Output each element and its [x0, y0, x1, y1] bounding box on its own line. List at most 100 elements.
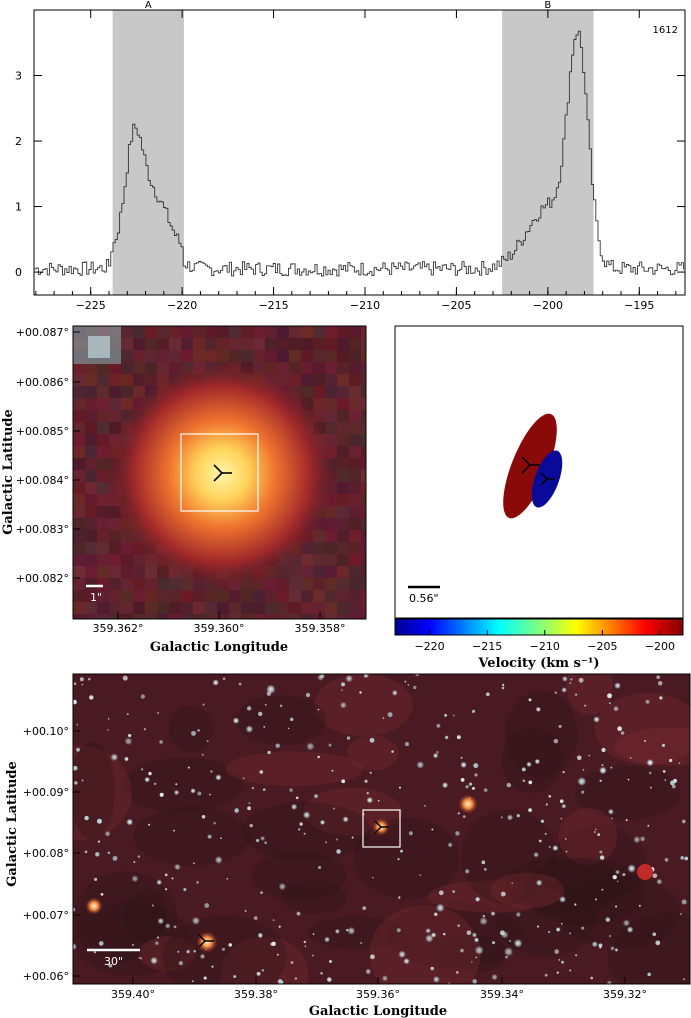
zoom-pixel	[361, 386, 366, 398]
zoom-pixel	[73, 446, 85, 458]
wide-star	[242, 777, 245, 780]
wide-x-tick-label: 359.34°	[480, 988, 524, 1001]
wide-star	[609, 934, 612, 937]
wide-star	[342, 816, 349, 823]
zoom-pixel	[85, 614, 97, 619]
zoom-pixel	[337, 506, 349, 518]
zoom-pixel	[97, 566, 109, 578]
zoom-pixel	[277, 602, 289, 614]
wide-nebula-patch	[501, 727, 562, 793]
wide-star	[107, 718, 110, 720]
wide-star	[590, 976, 594, 980]
wide-star	[544, 973, 548, 977]
zoom-pixel	[313, 374, 325, 386]
wide-star	[280, 980, 284, 984]
wide-star	[191, 980, 194, 983]
wide-star	[455, 831, 460, 836]
zoom-maser-marker-icon	[213, 464, 232, 482]
wide-star	[506, 782, 512, 788]
wide-star	[509, 940, 511, 942]
wide-star	[294, 977, 298, 980]
zoom-pixel	[313, 350, 325, 362]
wide-star	[559, 799, 564, 804]
wide-nebula-patch	[550, 825, 647, 902]
zoom-pixel	[121, 566, 133, 578]
wide-star	[288, 787, 294, 793]
wide-star	[258, 711, 263, 717]
spectrum-x-tick-label: −195	[624, 299, 654, 312]
wide-star	[360, 942, 362, 944]
zoom-pixel	[265, 338, 277, 350]
wide-star	[193, 862, 195, 865]
zoom-pixel	[121, 578, 133, 590]
colorbar-tick-label: −215	[472, 640, 502, 653]
zoom-pixel	[325, 338, 337, 350]
wide-star	[441, 781, 449, 789]
wide-star	[107, 851, 111, 855]
spectrum-x-tick-label: −205	[441, 299, 471, 312]
wide-star	[577, 776, 587, 787]
zoom-pixel	[205, 338, 217, 350]
zoom-pixel	[97, 590, 109, 602]
wide-star	[377, 799, 380, 802]
zoom-pixel	[193, 602, 205, 614]
wide-star	[671, 784, 676, 789]
wide-star	[317, 755, 320, 759]
zoom-pixel	[73, 374, 85, 386]
wide-star	[202, 703, 205, 706]
wide-star	[221, 947, 225, 951]
wide-y-tick-label: +00.09°	[23, 786, 69, 799]
wide-nebula-patch	[73, 871, 177, 961]
zoom-pixel	[325, 362, 337, 374]
spectrum-frame	[33, 9, 686, 296]
wide-star	[607, 693, 612, 699]
wide-star	[560, 922, 563, 925]
wide-star	[325, 841, 328, 844]
wide-star	[578, 677, 584, 683]
zoom-pixel	[73, 434, 85, 446]
zoom-y-ticks: +00.087° +00.086° +00.085° +00.084° +00.083°…	[16, 326, 80, 585]
colorbar-tick-label: −205	[587, 640, 617, 653]
zoom-pixel	[121, 374, 133, 386]
wide-star	[140, 694, 146, 699]
zoom-pixel	[109, 566, 121, 578]
zoom-x-axis-label: Galactic Longitude	[150, 640, 288, 655]
zoom-pixel	[157, 326, 169, 338]
zoom-pixel	[85, 422, 97, 434]
wide-star	[213, 822, 216, 825]
zoom-pixel	[217, 602, 229, 614]
wide-star	[413, 685, 417, 690]
wide-star	[201, 814, 206, 819]
wide-y-axis-label: Galactic Latitude	[5, 761, 20, 887]
wide-star	[341, 682, 346, 687]
wide-star	[220, 837, 222, 840]
zoom-pixel	[325, 398, 337, 410]
zoom-pixel	[301, 338, 313, 350]
zoom-pixel	[193, 590, 205, 602]
wide-star	[177, 950, 180, 953]
wide-star	[483, 787, 489, 793]
zoom-pixel	[241, 590, 253, 602]
zoom-pixel	[349, 470, 361, 482]
zoom-pixel	[73, 458, 85, 470]
wide-nebula-patch	[558, 874, 681, 950]
zoom-pixel	[301, 566, 313, 578]
wide-star	[638, 904, 641, 907]
zoom-pixel	[229, 326, 241, 338]
wide-star	[317, 674, 325, 681]
velocity-colorbar	[394, 618, 684, 636]
wide-star	[140, 957, 143, 960]
wide-star	[681, 899, 687, 905]
wide-star	[259, 770, 264, 774]
zoom-pixel	[121, 338, 133, 350]
wide-star	[128, 733, 132, 738]
wide-star	[647, 972, 651, 977]
spectrum-shaded-regions	[112, 10, 594, 295]
wide-star	[581, 926, 585, 930]
colorbar-tick-label: −200	[645, 640, 675, 653]
zoom-pixel	[97, 434, 109, 446]
wide-star	[323, 936, 331, 943]
wide-star	[396, 928, 401, 933]
wide-star	[528, 780, 533, 785]
wide-orange-star-3	[196, 931, 218, 953]
